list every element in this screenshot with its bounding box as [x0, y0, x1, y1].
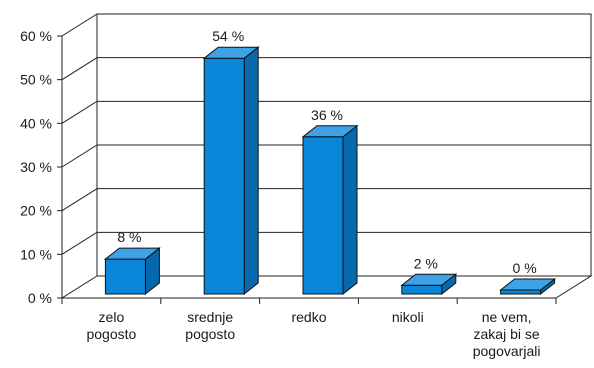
y-tick-label: 10 % — [20, 246, 52, 262]
data-label: 2 % — [414, 255, 438, 271]
bar-front — [500, 289, 542, 295]
data-label: 36 % — [311, 107, 343, 123]
data-label: 8 % — [117, 229, 141, 245]
category-label-line: nikoli — [392, 309, 424, 325]
gridline — [61, 231, 591, 255]
y-tick-label: 20 % — [20, 203, 52, 219]
category-label: srednje pogosto — [185, 309, 235, 342]
gridlines — [61, 13, 591, 255]
category-label-line: pogosto — [86, 326, 136, 342]
bar-front — [203, 57, 245, 295]
category-label-line: redko — [291, 309, 326, 325]
data-labels: 8 % 54 % 36 % 2 % 0 % — [117, 28, 536, 276]
category-label: ne vem, zakaj bi se pogovarjali — [473, 309, 541, 359]
bar-top — [499, 278, 557, 291]
bar-top — [400, 273, 458, 286]
bar — [301, 124, 359, 296]
bar — [499, 277, 557, 296]
bar — [400, 273, 458, 296]
y-tick-label: 0 % — [28, 290, 52, 306]
category-label-line: ne vem, — [482, 309, 532, 325]
bar-top — [301, 125, 359, 138]
bar-top — [103, 247, 161, 260]
category-label: zelo pogosto — [86, 309, 136, 342]
bar-side — [342, 124, 358, 296]
gridline — [61, 188, 591, 212]
y-tick-label: 40 % — [20, 115, 52, 131]
category-label: nikoli — [392, 309, 424, 325]
bar — [103, 247, 161, 296]
bar-top — [202, 46, 260, 59]
y-tick-label: 60 % — [20, 28, 52, 44]
bar-front — [302, 136, 344, 295]
category-label-line: pogosto — [185, 326, 235, 342]
gridline — [61, 57, 591, 81]
bars — [103, 46, 557, 296]
y-tick-label: 30 % — [20, 159, 52, 175]
category-label: redko — [291, 309, 326, 325]
category-label-line: srednje — [187, 309, 233, 325]
gridline — [61, 100, 591, 124]
category-label-line: pogovarjali — [473, 343, 541, 359]
floor — [60, 275, 593, 299]
gridline — [61, 13, 591, 37]
y-tick-label: 50 % — [20, 72, 52, 88]
gridline — [61, 144, 591, 168]
bar-side — [243, 46, 259, 296]
bar — [202, 46, 260, 296]
data-label: 54 % — [212, 28, 244, 44]
y-axis-ticks: 0 % 10 % 20 % 30 % 40 % 50 % 60 % — [20, 28, 62, 306]
category-label-line: zelo — [99, 309, 125, 325]
data-label: 0 % — [513, 260, 537, 276]
category-label-line: zakaj bi se — [474, 326, 540, 342]
bar-front — [401, 284, 443, 295]
bar-front — [104, 258, 146, 295]
